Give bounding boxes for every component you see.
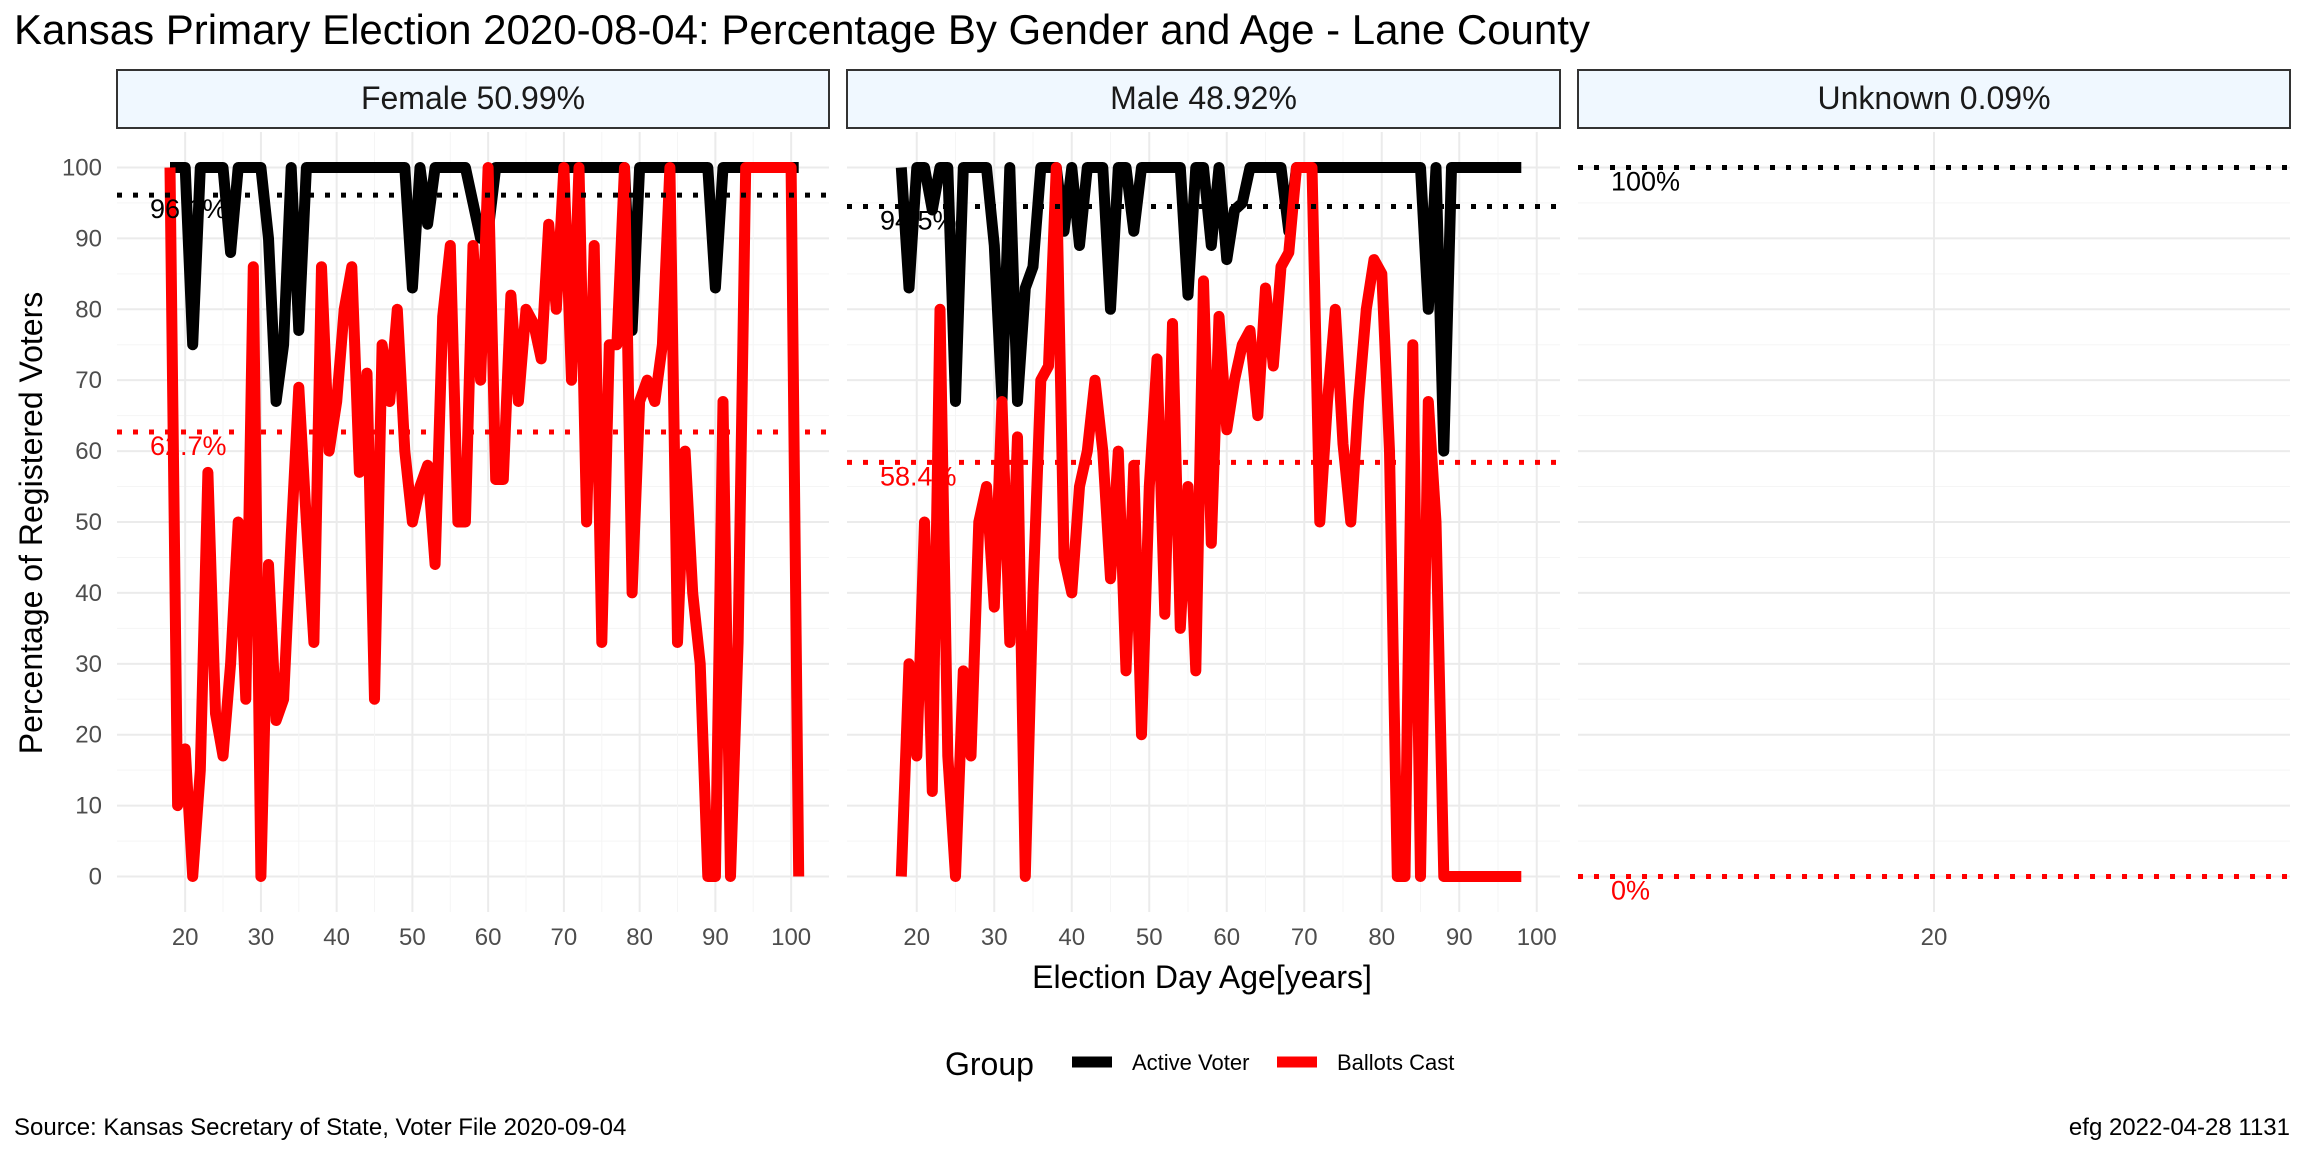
x-tick-label-70: 70 <box>1291 924 1318 951</box>
y-tick-label-20: 20 <box>75 722 102 749</box>
x-tick-label-30: 30 <box>248 924 275 951</box>
legend-title: Group <box>945 1046 1034 1082</box>
x-tick-label-20: 20 <box>172 924 199 951</box>
reference-label-ballots-cast: 0% <box>1611 876 1650 906</box>
y-tick-label-50: 50 <box>75 509 102 536</box>
reference-label-ballots-cast: 62.7% <box>150 431 227 461</box>
x-tick-label-70: 70 <box>551 924 578 951</box>
y-tick-label-100: 100 <box>62 154 102 181</box>
panel-strip <box>116 69 830 129</box>
x-tick-label-60: 60 <box>1213 924 1240 951</box>
series-line-ballots-cast <box>895 162 1522 882</box>
legend: Group Active Voter Ballots Cast <box>945 1046 1454 1082</box>
x-tick-label-20: 20 <box>1921 924 1948 951</box>
reference-label-active-voter: 96.1% <box>150 194 227 224</box>
x-tick-label-80: 80 <box>626 924 653 951</box>
y-tick-label-0: 0 <box>89 864 102 891</box>
panel-strip <box>1577 69 2291 129</box>
y-tick-label-70: 70 <box>75 367 102 394</box>
series-line-ballots-cast <box>164 162 805 882</box>
x-tick-label-80: 80 <box>1368 924 1395 951</box>
panel-strip-label: Male 48.92% <box>1110 80 1297 116</box>
panel-3: Unknown 0.09% 20 100% 0% <box>1577 69 2291 951</box>
series-line-active-voter <box>895 162 1522 457</box>
x-tick-label-100: 100 <box>771 924 811 951</box>
source-note: Source: Kansas Secretary of State, Voter… <box>14 1114 626 1141</box>
y-tick-label-60: 60 <box>75 438 102 465</box>
reference-label-active-voter: 94.5% <box>880 205 957 235</box>
x-tick-label-60: 60 <box>475 924 502 951</box>
x-tick-label-50: 50 <box>1136 924 1163 951</box>
x-tick-label-40: 40 <box>323 924 350 951</box>
legend-label-ballots-cast: Ballots Cast <box>1337 1050 1454 1075</box>
y-tick-label-10: 10 <box>75 793 102 820</box>
y-tick-label-90: 90 <box>75 225 102 252</box>
panel-2: Male 48.92% 20 30 40 50 60 70 80 90 100 94.5% 58.4% <box>846 69 1561 951</box>
y-tick-label-80: 80 <box>75 296 102 323</box>
facet-panels: 0 10 20 30 40 50 60 70 80 90 100 Female 50.99% 20 30 4… <box>62 69 2291 951</box>
panel-1: Female 50.99% 20 30 40 50 60 70 80 90 100 96.1% 62.… <box>116 69 830 951</box>
x-axis-title: Election Day Age[years] <box>1032 959 1372 995</box>
x-tick-label-30: 30 <box>981 924 1008 951</box>
x-tick-label-100: 100 <box>1517 924 1557 951</box>
x-tick-label-40: 40 <box>1058 924 1085 951</box>
y-tick-label-30: 30 <box>75 651 102 678</box>
credit-note: efg 2022-04-28 1131 <box>2069 1114 2290 1141</box>
legend-label-active-voter: Active Voter <box>1132 1050 1249 1075</box>
y-tick-label-40: 40 <box>75 580 102 607</box>
chart-title: Kansas Primary Election 2020-08-04: Perc… <box>14 6 1590 53</box>
panel-strip-label: Female 50.99% <box>361 80 585 116</box>
x-tick-label-50: 50 <box>399 924 426 951</box>
reference-label-ballots-cast: 58.4% <box>880 461 957 491</box>
y-axis-title: Percentage of Registered Voters <box>13 292 49 755</box>
panel-strip-label: Unknown 0.09% <box>1817 80 2050 116</box>
x-tick-label-90: 90 <box>702 924 729 951</box>
reference-label-active-voter: 100% <box>1611 166 1680 196</box>
panel-strip <box>846 69 1561 129</box>
x-tick-label-90: 90 <box>1446 924 1473 951</box>
x-tick-label-20: 20 <box>903 924 930 951</box>
